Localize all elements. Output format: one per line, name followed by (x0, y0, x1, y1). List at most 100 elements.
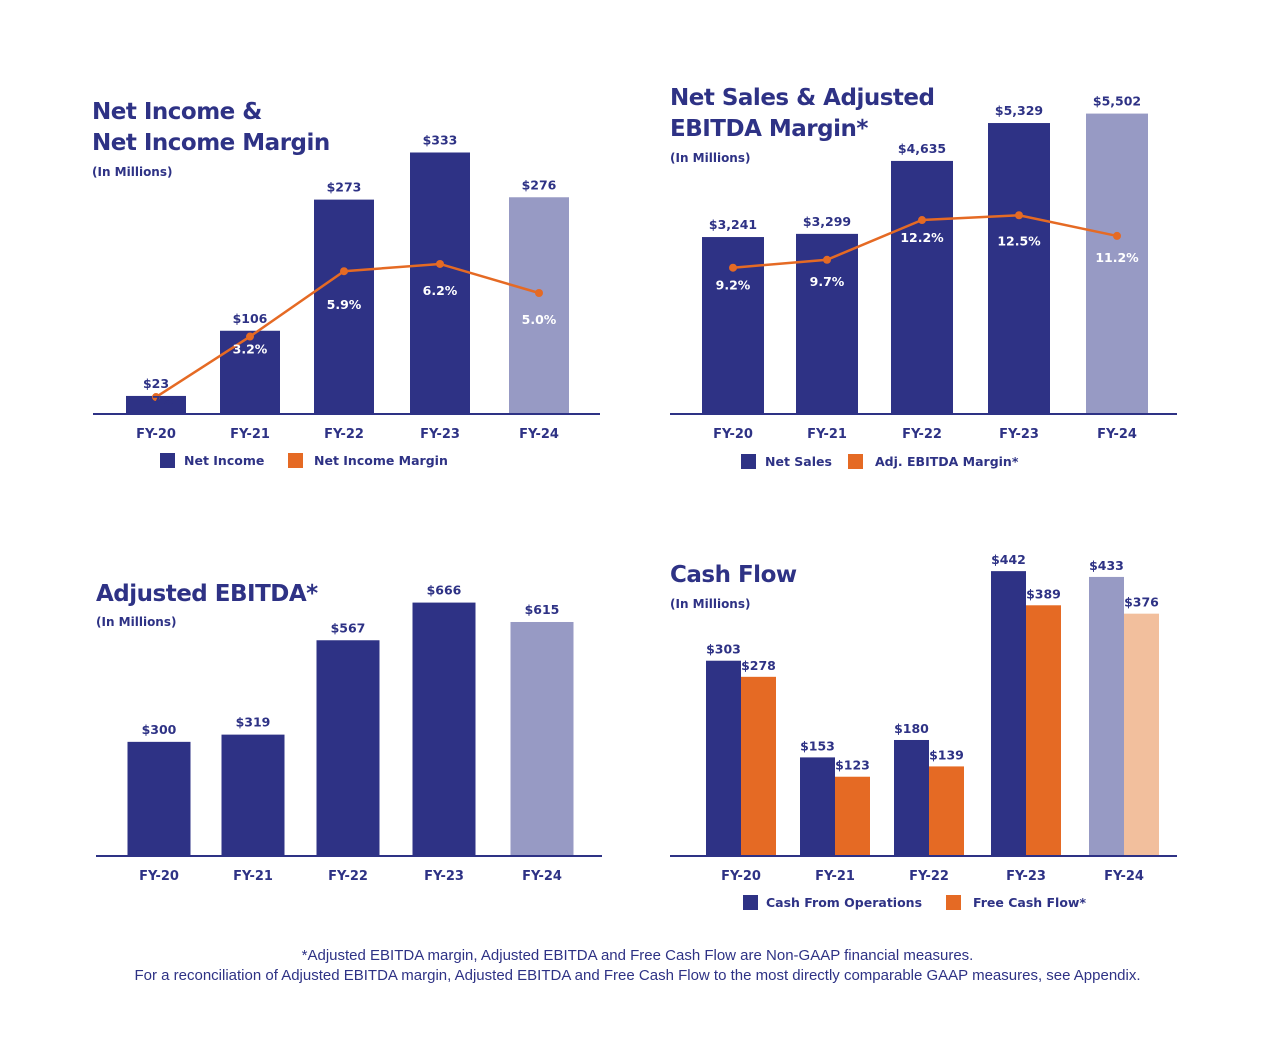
net-sales-margin-label: 9.2% (716, 278, 751, 293)
adj-ebitda-tick-label: FY-23 (424, 869, 464, 884)
cash-flow-value-label: $123 (835, 758, 870, 773)
net-sales-bar-FY-24 (1086, 113, 1148, 415)
net-sales-title: EBITDA Margin* (670, 116, 868, 142)
net-income-tick-label: FY-22 (324, 427, 364, 442)
net-income-value-label: $106 (233, 311, 268, 326)
net-income-margin-label: 6.2% (423, 283, 458, 298)
adj-ebitda-bar-FY-21 (221, 734, 285, 856)
net-income-value-label: $333 (423, 132, 458, 147)
net-sales-margin-label: 11.2% (1095, 250, 1139, 265)
adj-ebitda-tick-label: FY-20 (139, 869, 179, 884)
cash-flow-legend-swatch (946, 895, 961, 910)
cash-flow-subtitle: (In Millions) (670, 597, 750, 611)
adj-ebitda-bar-FY-23 (412, 602, 476, 856)
net-income-value-label: $23 (143, 376, 169, 391)
net-sales-tick-label: FY-24 (1097, 427, 1137, 442)
cash-flow-value-label: $180 (894, 721, 929, 736)
cash-flow-legend-swatch (743, 895, 758, 910)
net-sales-value-label: $4,635 (898, 141, 946, 156)
net-sales-value-label: $5,502 (1093, 94, 1141, 109)
net-sales-margin-label: 12.5% (997, 233, 1041, 248)
net-income-value-label: $273 (327, 180, 362, 195)
net-sales-margin-label: 12.2% (900, 230, 944, 245)
net-sales-legend-label: Adj. EBITDA Margin* (875, 454, 1019, 469)
net-income-tick-label: FY-23 (420, 427, 460, 442)
net-income-bar-FY-23 (410, 152, 470, 414)
cash-flow-value-label: $303 (706, 642, 741, 657)
adj-ebitda-value-label: $666 (427, 583, 462, 598)
cash-flow-value-label: $376 (1124, 595, 1159, 610)
adj-ebitda-tick-label: FY-24 (522, 869, 562, 884)
net-sales-bar-FY-22 (891, 160, 953, 414)
cash-flow-bar-fcf-FY-24 (1124, 613, 1159, 856)
net-sales-value-label: $5,329 (995, 103, 1043, 118)
net-income-margin-point (152, 393, 160, 402)
cash-flow-bar-operations-FY-20 (706, 660, 741, 856)
net-income-bar-FY-24 (509, 197, 569, 414)
net-income-margin-label: 5.9% (327, 297, 362, 312)
net-income-margin-point (535, 289, 543, 297)
cash-flow-value-label: $278 (741, 658, 776, 673)
cash-flow-value-label: $153 (800, 738, 835, 753)
adj-ebitda-bar-FY-22 (316, 640, 380, 856)
cash-flow-bar-fcf-FY-20 (741, 676, 776, 856)
adj-ebitda-tick-label: FY-22 (328, 869, 368, 884)
net-income-legend-label: Net Income Margin (314, 453, 448, 468)
cash-flow-value-label: $442 (991, 552, 1026, 567)
cash-flow-bar-fcf-FY-22 (929, 766, 964, 856)
cash-flow-tick-label: FY-21 (815, 869, 855, 884)
net-income-title: Net Income Margin (92, 130, 330, 156)
net-sales-legend-swatch (741, 454, 756, 469)
net-sales-margin-point (1015, 211, 1023, 220)
net-income-subtitle: (In Millions) (92, 165, 172, 179)
net-income-bar-FY-22 (314, 199, 374, 414)
net-income-legend-label: Net Income (184, 453, 264, 468)
adj-ebitda-tick-label: FY-21 (233, 869, 273, 884)
cash-flow-bar-fcf-FY-23 (1026, 605, 1061, 856)
net-income-tick-label: FY-24 (519, 427, 559, 442)
net-sales-value-label: $3,241 (709, 217, 757, 232)
net-sales-margin-point (729, 263, 737, 272)
net-sales-value-label: $3,299 (803, 214, 851, 229)
cash-flow-tick-label: FY-22 (909, 869, 949, 884)
net-sales-subtitle: (In Millions) (670, 151, 750, 165)
net-income-value-label: $276 (522, 177, 557, 192)
net-sales-tick-label: FY-23 (999, 427, 1039, 442)
net-sales-legend-label: Net Sales (765, 454, 832, 469)
net-sales-tick-label: FY-21 (807, 427, 847, 442)
cash-flow-bar-operations-FY-22 (894, 739, 929, 856)
net-income-margin-label: 0.7% (139, 393, 174, 408)
net-sales-bar-FY-21 (796, 233, 858, 414)
cash-flow-bar-operations-FY-24 (1089, 576, 1124, 856)
net-sales-tick-label: FY-22 (902, 427, 942, 442)
adj-ebitda-value-label: $319 (236, 715, 271, 730)
net-income-margin-point (246, 332, 254, 341)
cash-flow-legend-label: Free Cash Flow* (973, 895, 1086, 910)
adj-ebitda-value-label: $615 (525, 602, 560, 617)
adj-ebitda-value-label: $567 (331, 620, 366, 635)
net-income-bar-FY-21 (220, 330, 280, 414)
net-income-tick-label: FY-21 (230, 427, 270, 442)
cash-flow-bar-operations-FY-23 (991, 571, 1026, 856)
adj-ebitda-subtitle: (In Millions) (96, 615, 176, 629)
cash-flow-tick-label: FY-20 (721, 869, 761, 884)
net-sales-margin-point (918, 216, 926, 225)
net-sales-bar-FY-23 (988, 123, 1050, 415)
net-income-margin-label: 5.0% (522, 312, 557, 327)
cash-flow-value-label: $433 (1089, 558, 1124, 573)
footnote: *Adjusted EBITDA margin, Adjusted EBITDA… (0, 946, 1275, 986)
cash-flow-value-label: $389 (1026, 586, 1061, 601)
net-income-margin-label: 3.2% (233, 342, 268, 357)
net-income-legend-swatch (288, 453, 303, 468)
adj-ebitda-bar-FY-24 (510, 621, 574, 856)
net-income-bar-FY-20 (126, 395, 186, 414)
adj-ebitda-value-label: $300 (142, 722, 177, 737)
cash-flow-value-label: $139 (929, 747, 964, 762)
adj-ebitda-bar-FY-20 (127, 741, 191, 856)
net-sales-title: Net Sales & Adjusted (670, 85, 934, 111)
net-sales-margin-label: 9.7% (810, 274, 845, 289)
net-sales-margin-point (1113, 231, 1121, 240)
net-income-title: Net Income & (92, 99, 262, 125)
net-income-tick-label: FY-20 (136, 427, 176, 442)
